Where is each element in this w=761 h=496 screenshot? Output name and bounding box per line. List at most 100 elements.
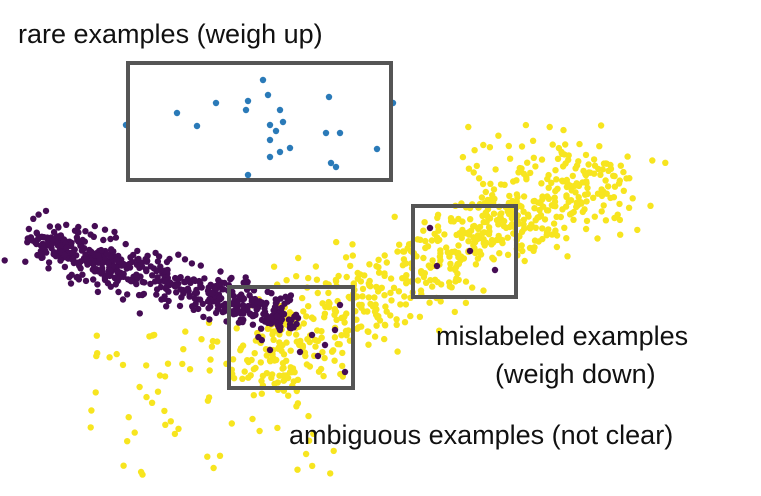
yellow-point <box>545 195 553 202</box>
purple-point <box>63 244 71 251</box>
yellow-point <box>394 248 401 255</box>
yellow-point <box>480 236 487 243</box>
yellow-point <box>156 372 164 379</box>
purple-point <box>153 291 160 298</box>
purple-point <box>98 246 105 254</box>
purple-point <box>237 316 244 323</box>
purple-point <box>205 284 212 291</box>
yellow-point <box>438 281 445 288</box>
purple-point <box>128 258 136 266</box>
yellow-point <box>402 301 410 308</box>
yellow-point <box>396 241 403 248</box>
yellow-point <box>620 187 627 194</box>
yellow-point <box>572 189 579 196</box>
yellow-point <box>124 438 131 445</box>
purple-point <box>90 233 98 240</box>
yellow-point <box>302 450 310 458</box>
yellow-point <box>598 208 605 215</box>
yellow-point <box>545 207 552 214</box>
yellow-point <box>453 231 460 239</box>
yellow-point <box>339 349 346 357</box>
yellow-point <box>559 177 566 184</box>
yellow-point <box>532 163 539 170</box>
yellow-point <box>343 273 350 281</box>
yellow-point <box>228 420 235 427</box>
yellow-point <box>305 412 312 420</box>
yellow-point <box>285 330 293 337</box>
yellow-point <box>375 269 383 276</box>
yellow-point <box>582 151 590 159</box>
purple-point <box>133 280 140 288</box>
yellow-point <box>373 283 380 291</box>
yellow-point <box>146 333 153 340</box>
yellow-point <box>441 231 448 238</box>
purple-point <box>294 314 302 322</box>
purple-point <box>73 274 80 281</box>
yellow-point <box>500 222 507 230</box>
purple-point <box>266 346 274 354</box>
yellow-point <box>341 313 348 321</box>
yellow-point <box>434 214 441 221</box>
purple-point <box>163 258 171 266</box>
purple-point <box>122 240 129 248</box>
yellow-point <box>520 208 527 215</box>
yellow-point <box>552 227 559 234</box>
yellow-point <box>276 339 283 346</box>
rare-point <box>264 91 272 99</box>
yellow-point <box>538 156 546 163</box>
yellow-point <box>634 226 641 234</box>
yellow-point <box>562 141 569 148</box>
purple-point <box>158 266 165 274</box>
purple-point <box>264 288 271 295</box>
yellow-point <box>469 284 476 291</box>
yellow-point <box>546 123 553 131</box>
yellow-point <box>414 236 421 243</box>
purple-point <box>172 282 180 290</box>
purple-point <box>35 211 42 218</box>
yellow-point <box>303 361 311 368</box>
yellow-point <box>513 177 520 184</box>
mislabeled-examples-box <box>411 204 518 299</box>
yellow-point <box>497 211 504 218</box>
yellow-point <box>321 354 328 362</box>
yellow-point <box>504 251 512 258</box>
purple-point <box>273 312 281 320</box>
yellow-point <box>551 198 559 205</box>
purple-point <box>176 302 184 310</box>
purple-point <box>426 224 434 232</box>
purple-point <box>491 266 499 274</box>
yellow-point <box>624 153 631 160</box>
purple-point <box>163 303 170 310</box>
yellow-point <box>318 328 325 335</box>
purple-point <box>197 262 204 269</box>
yellow-point <box>505 142 512 150</box>
yellow-point <box>565 198 572 205</box>
yellow-point <box>591 162 599 169</box>
yellow-point <box>429 283 436 290</box>
purple-point <box>214 305 222 313</box>
yellow-point <box>475 175 483 182</box>
yellow-point <box>579 179 586 186</box>
yellow-point <box>279 365 286 372</box>
yellow-point <box>576 140 583 148</box>
yellow-point <box>347 262 354 270</box>
yellow-point <box>518 143 526 150</box>
purple-point <box>466 247 474 255</box>
yellow-point <box>336 341 343 348</box>
yellow-point <box>429 257 436 264</box>
yellow-point <box>596 143 603 150</box>
yellow-point <box>143 393 150 401</box>
yellow-point <box>367 283 374 290</box>
purple-point <box>71 227 79 234</box>
yellow-point <box>137 468 145 476</box>
yellow-point <box>143 362 150 369</box>
yellow-point <box>274 424 281 432</box>
yellow-point <box>295 254 302 262</box>
yellow-point <box>208 343 216 350</box>
yellow-point <box>462 278 470 285</box>
purple-point <box>82 251 89 258</box>
yellow-point <box>594 235 601 242</box>
yellow-point <box>331 357 338 364</box>
purple-point <box>158 296 165 303</box>
